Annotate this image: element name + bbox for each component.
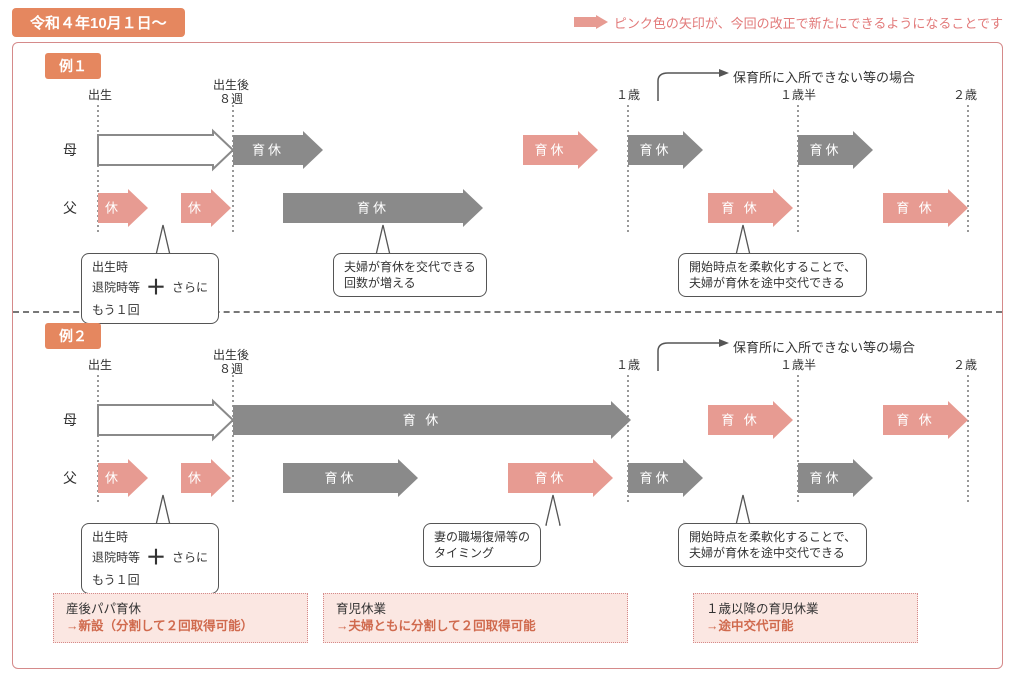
svg-text:育休: 育休 — [809, 470, 841, 485]
svg-text:休: 休 — [188, 470, 204, 485]
svg-text:育 休: 育 休 — [403, 412, 442, 427]
svg-text:育 休: 育 休 — [896, 412, 935, 427]
example-1: 例１ 出生 出生後 ８週 １歳 １歳半 ２歳 母 父 保育所に入所できない等の場… — [13, 43, 1002, 313]
page: 令和４年10月１日～ ピンク色の矢印が、今回の改正で新たにできるようになることで… — [0, 0, 1015, 679]
svg-text:育休: 育休 — [809, 142, 841, 157]
svg-text:育休: 育休 — [534, 470, 566, 485]
svg-text:育 休: 育 休 — [721, 412, 760, 427]
header-bar: 令和４年10月１日～ ピンク色の矢印が、今回の改正で新たにできるようになることで… — [12, 8, 1003, 36]
legend-arrow-icon — [574, 15, 608, 29]
callout: 出生時退院時等＋さらにもう１回 — [81, 523, 219, 594]
legend: ピンク色の矢印が、今回の改正で新たにできるようになることです — [574, 13, 1003, 32]
svg-text:育休: 育休 — [639, 142, 671, 157]
svg-text:休: 休 — [188, 200, 204, 215]
summary-box: 育児休業→夫婦ともに分割して２回取得可能 — [323, 593, 628, 643]
legend-text: ピンク色の矢印が、今回の改正で新たにできるようになることです — [614, 13, 1003, 32]
svg-text:育休: 育休 — [534, 142, 566, 157]
svg-text:休: 休 — [105, 470, 121, 485]
callout: 開始時点を柔軟化することで、夫婦が育休を途中交代できる — [678, 253, 867, 297]
svg-text:育休: 育休 — [324, 470, 356, 485]
callout: 夫婦が育休を交代できる回数が増える — [333, 253, 487, 297]
callout: 開始時点を柔軟化することで、夫婦が育休を途中交代できる — [678, 523, 867, 567]
summary-box: 産後パパ育休→新設（分割して２回取得可能） — [53, 593, 308, 643]
svg-text:産 休: 産 休 — [136, 412, 175, 427]
svg-text:休: 休 — [105, 200, 121, 215]
svg-text:育 休: 育 休 — [896, 200, 935, 215]
svg-text:育休: 育休 — [639, 470, 671, 485]
svg-text:育休: 育休 — [357, 200, 389, 215]
svg-text:産 休: 産 休 — [136, 142, 175, 157]
svg-text:育 休: 育 休 — [721, 200, 760, 215]
example-2: 例２ 出生 出生後 ８週 １歳 １歳半 ２歳 母 父 保育所に入所できない等の場… — [13, 313, 1002, 668]
title-badge: 令和４年10月１日～ — [12, 8, 185, 37]
summary-box: １歳以降の育児休業→途中交代可能 — [693, 593, 918, 643]
svg-text:育休: 育休 — [252, 142, 284, 157]
main-box: 例１ 出生 出生後 ８週 １歳 １歳半 ２歳 母 父 保育所に入所できない等の場… — [12, 42, 1003, 669]
callout: 妻の職場復帰等のタイミング — [423, 523, 541, 567]
